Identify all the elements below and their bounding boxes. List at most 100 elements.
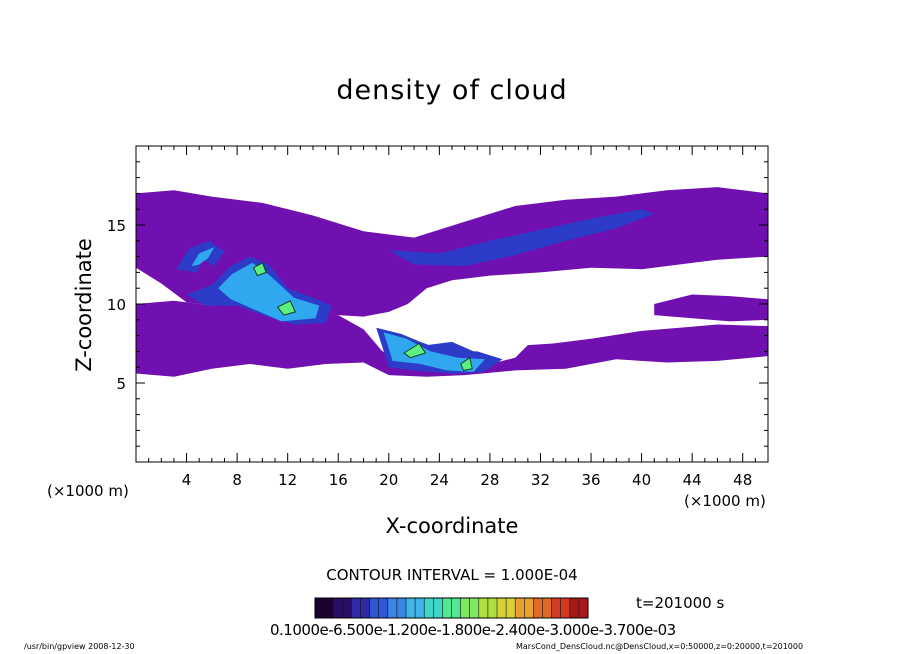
- colorbar-segment: [528, 598, 534, 618]
- colorbar-segment: [460, 598, 466, 618]
- density-region-peak-12: [276, 300, 296, 316]
- colorbar-segment: [428, 598, 434, 618]
- colorbar-segment: [360, 598, 366, 618]
- colorbar-segment: [324, 598, 329, 618]
- colorbar-segment: [415, 598, 420, 618]
- density-region-high-8: [191, 247, 215, 267]
- x-axis-label: X-coordinate: [385, 514, 519, 538]
- density-region-peak-14: [460, 356, 473, 371]
- colorbar-segment: [333, 598, 339, 618]
- colorbar-segment: [478, 598, 484, 618]
- footer-left: /usr/bin/gpview 2008-12-30: [24, 642, 135, 651]
- colorbar-segment: [556, 598, 561, 618]
- colorbar-segment: [396, 598, 402, 618]
- colorbar-segment: [501, 598, 507, 618]
- colorbar-segment: [551, 598, 557, 618]
- x-tick-label: 28: [480, 471, 499, 489]
- chart-title: density of cloud: [336, 75, 568, 106]
- colorbar-segment: [519, 598, 525, 618]
- x-tick-label: 44: [683, 471, 702, 489]
- colorbar-segment: [355, 598, 361, 618]
- colorbar-segment: [565, 598, 571, 618]
- colorbar-segment: [406, 598, 411, 618]
- colorbar-segment: [465, 598, 470, 618]
- colorbar-segment: [346, 598, 352, 618]
- colorbar: [314, 597, 589, 619]
- colorbar-segment: [442, 598, 448, 618]
- colorbar-segment: [328, 598, 334, 618]
- x-unit-label-right: (×1000 m): [684, 492, 766, 510]
- colorbar-segment: [569, 598, 575, 618]
- colorbar-segment: [533, 598, 539, 618]
- x-tick-label: 12: [278, 471, 297, 489]
- x-unit-label-left: (×1000 m): [47, 482, 129, 500]
- y-tick-label: 5: [116, 375, 126, 393]
- colorbar-segment: [492, 598, 498, 618]
- colorbar-segment: [524, 598, 530, 618]
- colorbar-segment: [369, 598, 375, 618]
- colorbar-segment: [456, 598, 461, 618]
- colorbar-segment: [424, 598, 430, 618]
- colorbar-labels: 0.1000e-6.500e-1.200e-1.800e-2.400e-3.00…: [270, 621, 676, 639]
- colorbar-segment: [506, 598, 511, 618]
- x-tick-label: 40: [632, 471, 651, 489]
- colorbar-segment: [351, 598, 357, 618]
- x-tick-label: 16: [329, 471, 348, 489]
- colorbar-segment: [451, 598, 457, 618]
- colorbar-segment: [578, 598, 584, 618]
- colorbar-segment: [410, 598, 416, 618]
- colorbar-segment: [365, 598, 370, 618]
- colorbar-segment: [319, 598, 325, 618]
- density-region-peak-13: [403, 342, 427, 359]
- y-tick-label: 15: [107, 217, 126, 235]
- colorbar-segment: [419, 598, 425, 618]
- x-tick-label: 20: [379, 471, 398, 489]
- colorbar-segment: [383, 598, 389, 618]
- x-tick-label: 8: [232, 471, 242, 489]
- colorbar-segment: [315, 598, 320, 618]
- colorbar-segment: [510, 598, 516, 618]
- colorbar-segment: [515, 598, 521, 618]
- colorbar-segment: [392, 598, 398, 618]
- colorbar-segment: [433, 598, 439, 618]
- colorbar-segment: [483, 598, 489, 618]
- colorbar-segment: [547, 598, 552, 618]
- colorbar-border: [314, 597, 589, 619]
- density-region-mid-3: [388, 209, 655, 267]
- colorbar-segment: [537, 598, 543, 618]
- cloud-density-regions: [136, 187, 768, 377]
- x-tick-label: 36: [581, 471, 600, 489]
- colorbar-segment: [560, 598, 566, 618]
- colorbar-segment: [387, 598, 393, 618]
- colorbar-segment: [574, 598, 580, 618]
- colorbar-segment: [542, 598, 548, 618]
- x-tick-label: 48: [733, 471, 752, 489]
- colorbar-segment: [469, 598, 475, 618]
- density-region-high-9: [218, 262, 320, 322]
- colorbar-segment: [497, 598, 502, 618]
- contour-interval-label: CONTOUR INTERVAL = 1.000E-04: [326, 566, 578, 584]
- colorbar-segment: [374, 598, 379, 618]
- density-region-low-2: [654, 294, 768, 322]
- x-tick-label: 4: [182, 471, 192, 489]
- colorbar-segment: [342, 598, 348, 618]
- x-tick-label: 32: [531, 471, 550, 489]
- colorbar-segment: [487, 598, 493, 618]
- density-region-peak-11: [252, 262, 267, 277]
- colorbar-segment: [337, 598, 343, 618]
- density-region-high-10: [383, 332, 485, 372]
- time-label: t=201000 s: [636, 594, 725, 612]
- colorbar-segment: [437, 598, 443, 618]
- colorbar-segment: [378, 598, 384, 618]
- y-tick-label: 10: [107, 296, 126, 314]
- y-axis-label: Z-coordinate: [72, 238, 96, 372]
- colorbar-segment: [583, 598, 589, 618]
- x-tick-label: 24: [430, 471, 449, 489]
- colorbar-segment: [446, 598, 452, 618]
- colorbar-segment: [401, 598, 407, 618]
- colorbar-segment: [474, 598, 480, 618]
- footer-right: MarsCond_DensCloud.nc@DensCloud,x=0:5000…: [516, 642, 804, 651]
